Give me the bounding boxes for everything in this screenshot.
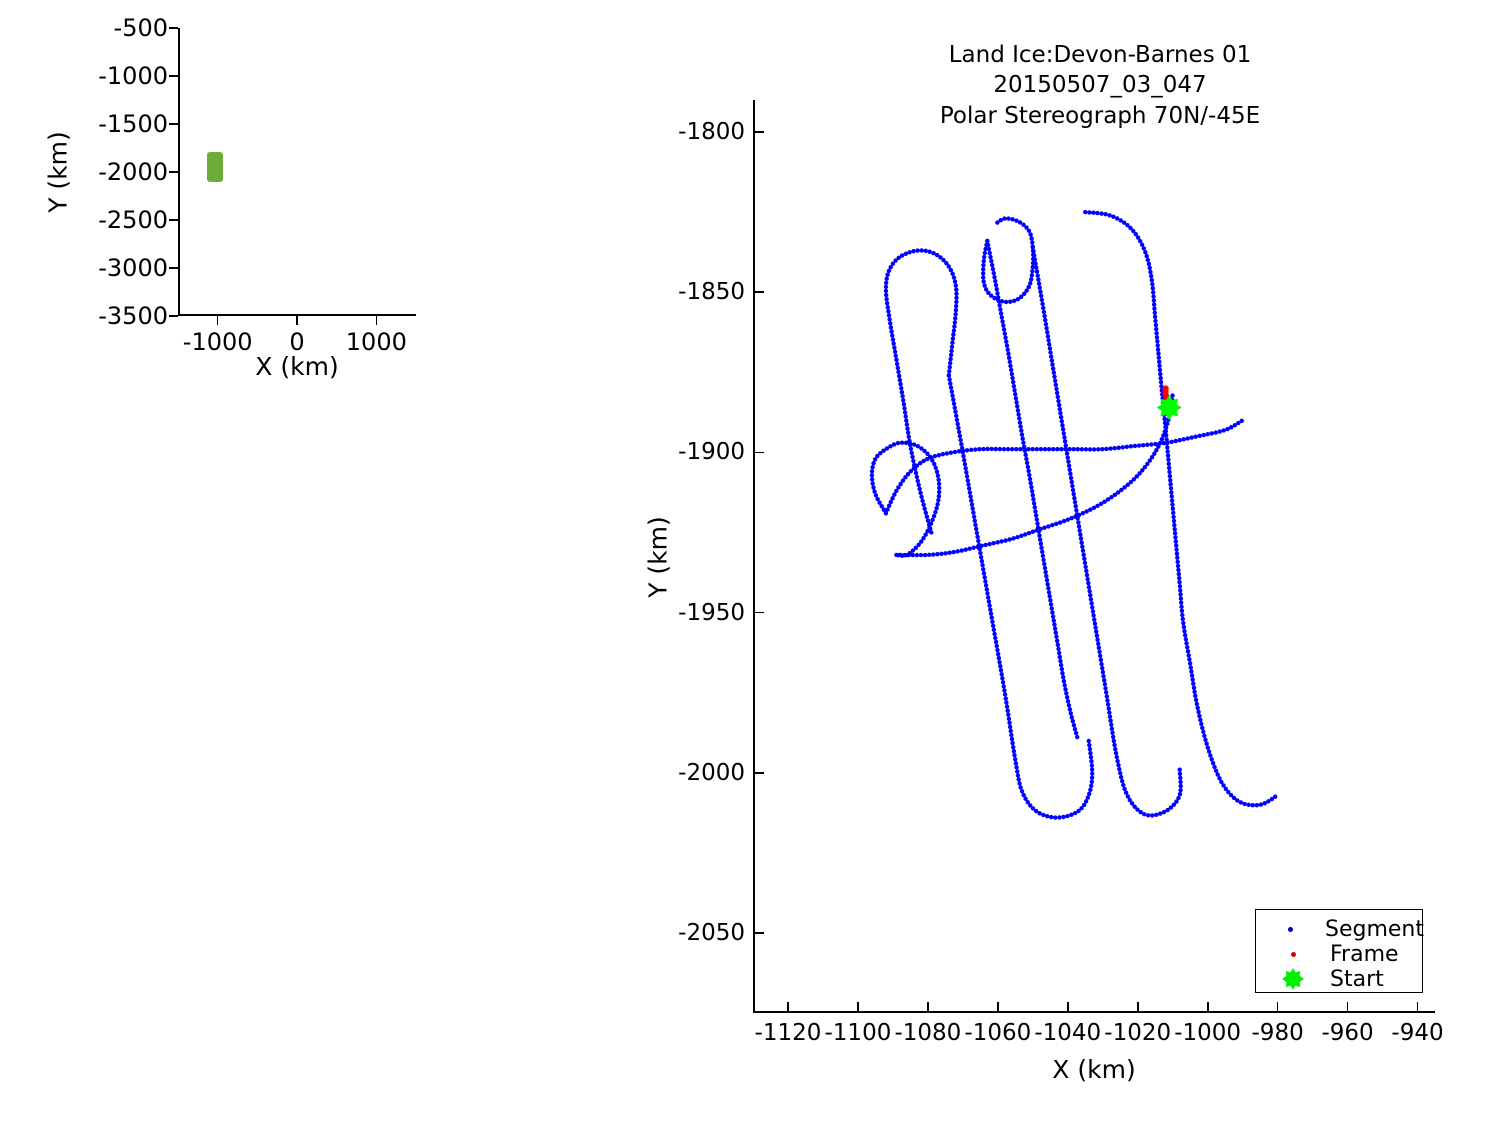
main-x-spine xyxy=(753,1011,1435,1013)
inset-y-spine xyxy=(178,28,180,316)
legend-swatch xyxy=(1282,968,1304,990)
segment-track-leg-4-turn-top xyxy=(980,216,1036,305)
inset-axes-frame: -500 -1000 -1500 -2000 -2500 -3000 -3500 -1000 0… xyxy=(98,14,416,356)
main-y-tick-label: -1950 xyxy=(678,599,745,626)
main-y-tick xyxy=(753,611,764,614)
inset-y-tick xyxy=(169,75,178,77)
main-x-tick xyxy=(1206,1002,1209,1013)
main-x-tick xyxy=(787,1002,789,1013)
segment-track-leg-1-west xyxy=(883,248,959,535)
main-x-tick xyxy=(927,1002,929,1013)
legend-marker-segment-icon xyxy=(1256,926,1325,932)
main-x-tick xyxy=(1276,1002,1279,1013)
main-y-tick xyxy=(753,291,764,294)
legend-item-segment[interactable]: Segment xyxy=(1256,916,1424,942)
main-y-tick xyxy=(753,771,764,774)
inset-y-tick-label: -3500 xyxy=(98,302,168,330)
segment-track-leg-6-far-east xyxy=(1083,209,1278,808)
title-line-3: Polar Stereograph 70N/-45E xyxy=(939,102,1261,129)
main-x-tick-label: -980 xyxy=(1251,1020,1304,1046)
overview-inset-plot: -500 -1000 -1500 -2000 -2500 -3000 -3500 -1000 0… xyxy=(0,0,460,400)
legend-label: Segment xyxy=(1325,916,1424,942)
legend-item-start[interactable]: Start xyxy=(1256,966,1424,992)
inset-y-tick xyxy=(169,123,178,125)
inset-x-spine xyxy=(178,314,416,316)
title-line-1: Land Ice:Devon-Barnes 01 xyxy=(948,42,1252,68)
segment-track-leg-3 xyxy=(985,238,1080,740)
main-x-tick xyxy=(1066,1002,1069,1013)
main-x-tick xyxy=(1136,1002,1139,1013)
main-y-tick xyxy=(753,451,764,454)
inset-x-tick-label: 0 xyxy=(289,328,305,356)
main-axes-frame: -1800 -1850 -1900 -1950 -2000 -2050 -1120 -1100… xyxy=(678,100,1444,1046)
inset-y-tick-label: -1500 xyxy=(98,110,168,138)
main-x-tick xyxy=(857,1002,859,1013)
inset-x-tick xyxy=(296,316,298,325)
inset-y-tick xyxy=(169,315,178,317)
main-y-tick-label: -1800 xyxy=(678,119,745,146)
region-of-interest-patch xyxy=(207,151,223,182)
main-x-tick-label: -1000 xyxy=(1174,1020,1242,1046)
start-marker xyxy=(1156,395,1182,421)
legend-label: Frame xyxy=(1330,941,1399,967)
main-x-tick-label: -1060 xyxy=(964,1020,1032,1046)
main-x-tick-label: -1100 xyxy=(824,1020,892,1046)
flight-track-scatter xyxy=(869,209,1278,820)
main-y-spine xyxy=(753,100,755,1013)
main-x-tick-label: -1080 xyxy=(894,1020,962,1046)
plot-legend: Segment Frame Start xyxy=(1255,909,1424,993)
inset-x-tick xyxy=(375,316,378,325)
plot-title: Land Ice:Devon-Barnes 01 20150507_03_047… xyxy=(940,40,1260,131)
inset-x-axis-label: X (km) xyxy=(255,352,339,381)
main-x-tick-label: -1020 xyxy=(1104,1020,1172,1046)
main-y-tick xyxy=(753,932,764,934)
inset-y-tick xyxy=(169,27,178,29)
inset-y-tick-label: -2000 xyxy=(98,158,168,186)
legend-swatch xyxy=(1288,926,1293,932)
inset-y-tick xyxy=(169,171,178,173)
main-y-tick-label: -2050 xyxy=(678,919,745,946)
inset-x-tick-label: 1000 xyxy=(345,328,407,356)
main-x-tick-label: -940 xyxy=(1391,1020,1444,1046)
segment-track-leg-5-east xyxy=(1030,245,1183,818)
main-y-tick xyxy=(753,131,764,133)
legend-item-frame[interactable]: Frame xyxy=(1256,941,1424,967)
inset-x-tick xyxy=(216,316,219,325)
inset-x-tick-label: -1000 xyxy=(182,328,253,356)
main-x-tick-label: -960 xyxy=(1321,1020,1374,1046)
legend-swatch xyxy=(1290,951,1296,957)
segment-track-leg-2 xyxy=(946,373,1095,820)
segment-track-west-loop xyxy=(869,440,942,559)
main-x-tick xyxy=(996,1002,999,1013)
main-x-axis-label: X (km) xyxy=(1052,1055,1136,1084)
main-y-tick-label: -1900 xyxy=(678,439,745,466)
inset-y-tick-label: -1000 xyxy=(98,62,168,90)
legend-label: Start xyxy=(1330,966,1384,992)
main-x-tick-label: -1120 xyxy=(754,1020,822,1046)
main-y-axis-label: Y (km) xyxy=(643,516,673,598)
main-y-tick-label: -2000 xyxy=(678,759,745,786)
main-x-tick xyxy=(1416,1002,1419,1013)
main-x-tick-label: -1040 xyxy=(1034,1020,1102,1046)
inset-y-tick-label: -2500 xyxy=(98,206,168,234)
inset-y-tick xyxy=(169,267,178,269)
legend-marker-start-icon xyxy=(1256,968,1330,990)
main-y-tick-label: -1850 xyxy=(678,279,745,306)
main-x-tick xyxy=(1346,1002,1349,1013)
inset-y-tick-label: -3000 xyxy=(98,254,168,282)
inset-y-tick-label: -500 xyxy=(113,14,168,42)
legend-marker-frame-icon xyxy=(1256,951,1330,957)
inset-y-tick xyxy=(169,219,178,221)
title-line-2: 20150507_03_047 xyxy=(993,72,1207,99)
